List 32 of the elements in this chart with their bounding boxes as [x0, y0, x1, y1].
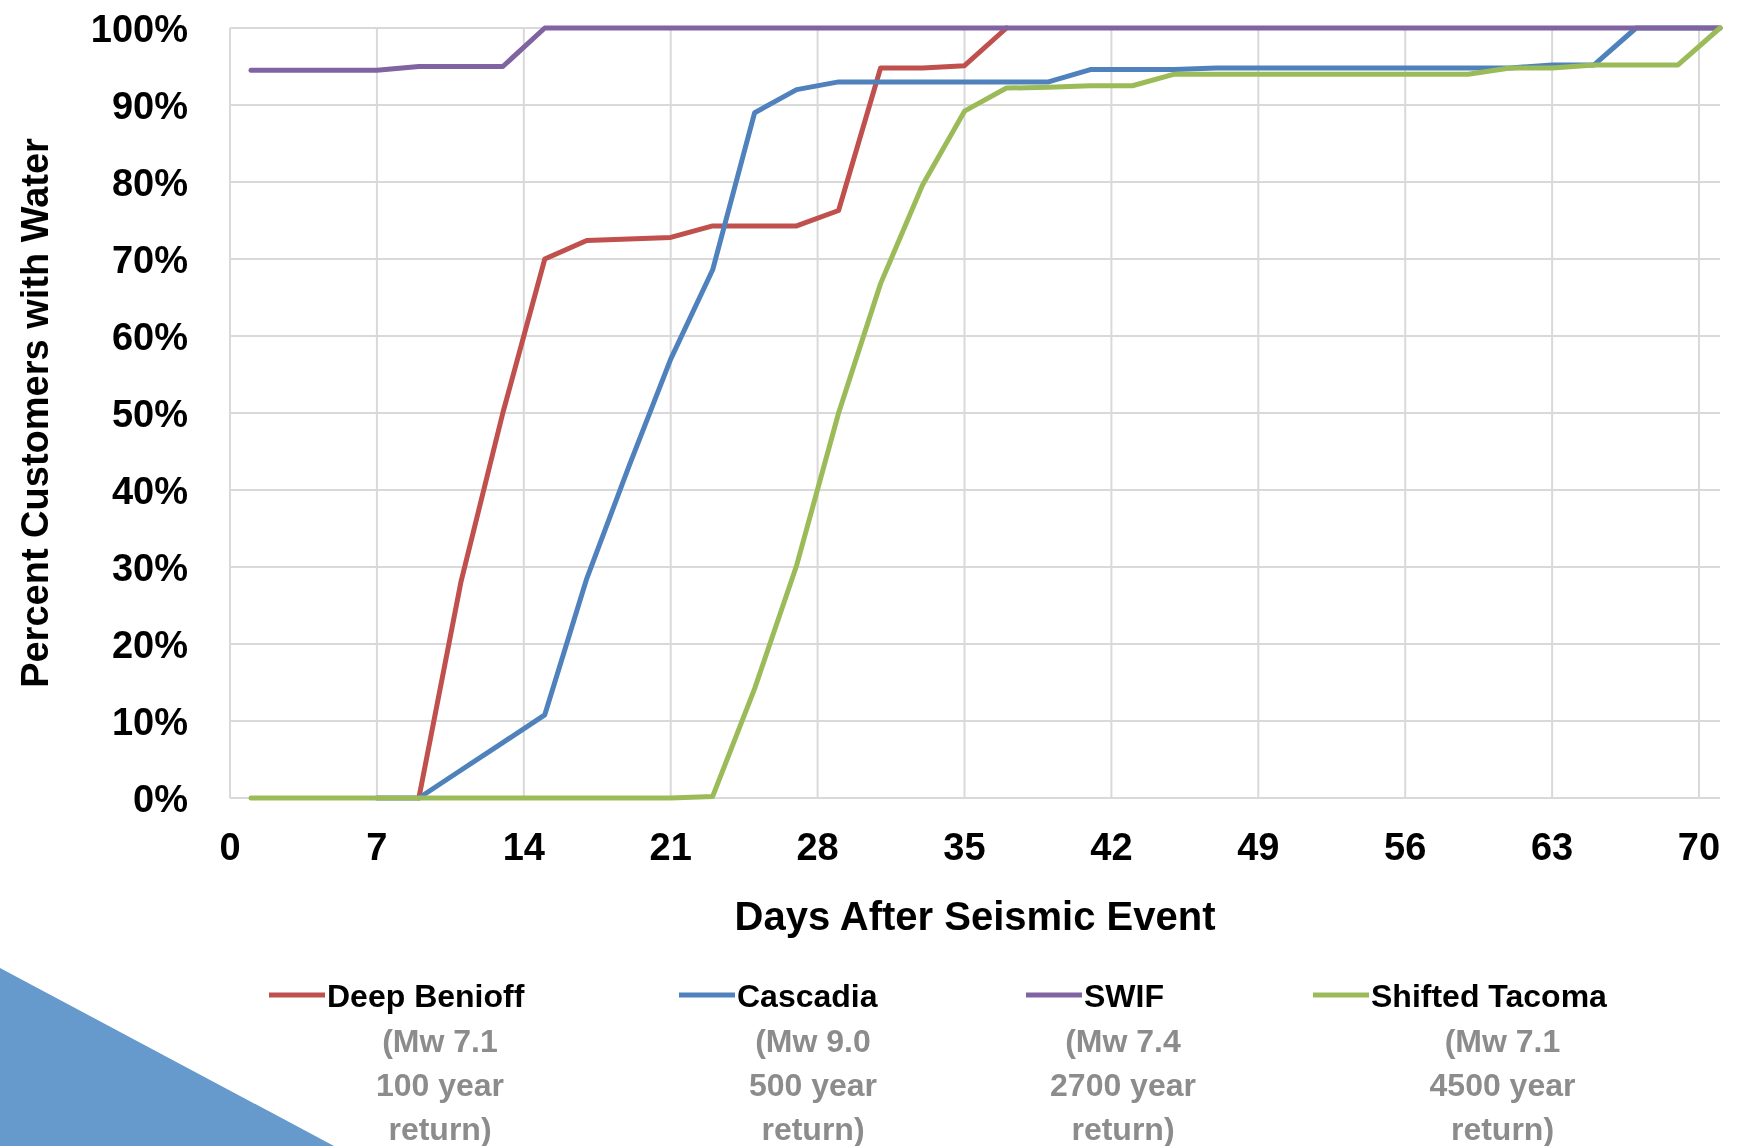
x-axis-title: Days After Seismic Event [734, 894, 1216, 938]
y-tick-label: 90% [111, 84, 188, 127]
y-tick-label: 70% [111, 238, 188, 281]
x-tick-label: 63 [1530, 826, 1574, 868]
text: (Mw 7.4 2700 year return) [1050, 1023, 1196, 1146]
x-tick-label: 7 [366, 826, 388, 868]
y-tick-label: 10% [111, 700, 188, 743]
legend-label: Cascadia [737, 978, 878, 1014]
text: (Mw 7.1 100 year return) [375, 1023, 505, 1146]
text: (Mw 7.1 4500 year return) [1429, 1023, 1576, 1146]
y-tick-label: 100% [90, 7, 188, 50]
x-tick-label: 14 [502, 826, 545, 868]
legend-label: Shifted Tacoma [1371, 978, 1608, 1014]
x-tick-label: 49 [1237, 826, 1280, 868]
text: (Mw 9.0 500 year return) [748, 1023, 878, 1146]
y-tick-label: 60% [111, 315, 188, 358]
y-tick-label: 40% [111, 469, 188, 512]
y-tick-label: 30% [111, 546, 188, 589]
x-tick-label: 35 [943, 826, 986, 868]
y-tick-label: 0% [133, 777, 188, 820]
x-tick-label: 28 [796, 826, 839, 868]
x-tick-label: 0 [219, 826, 241, 868]
y-tick-label: 20% [111, 623, 188, 666]
x-tick-label: 21 [649, 826, 692, 868]
legend-label: Deep Benioff [327, 978, 525, 1014]
y-tick-label: 50% [111, 392, 188, 435]
y-axis-title: Percent Customers with Water [14, 137, 56, 688]
x-tick-label: 70 [1677, 826, 1721, 868]
x-tick-label: 56 [1384, 826, 1427, 868]
legend-label: SWIF [1084, 978, 1164, 1014]
x-tick-label: 42 [1090, 826, 1133, 868]
y-tick-label: 80% [111, 161, 188, 204]
